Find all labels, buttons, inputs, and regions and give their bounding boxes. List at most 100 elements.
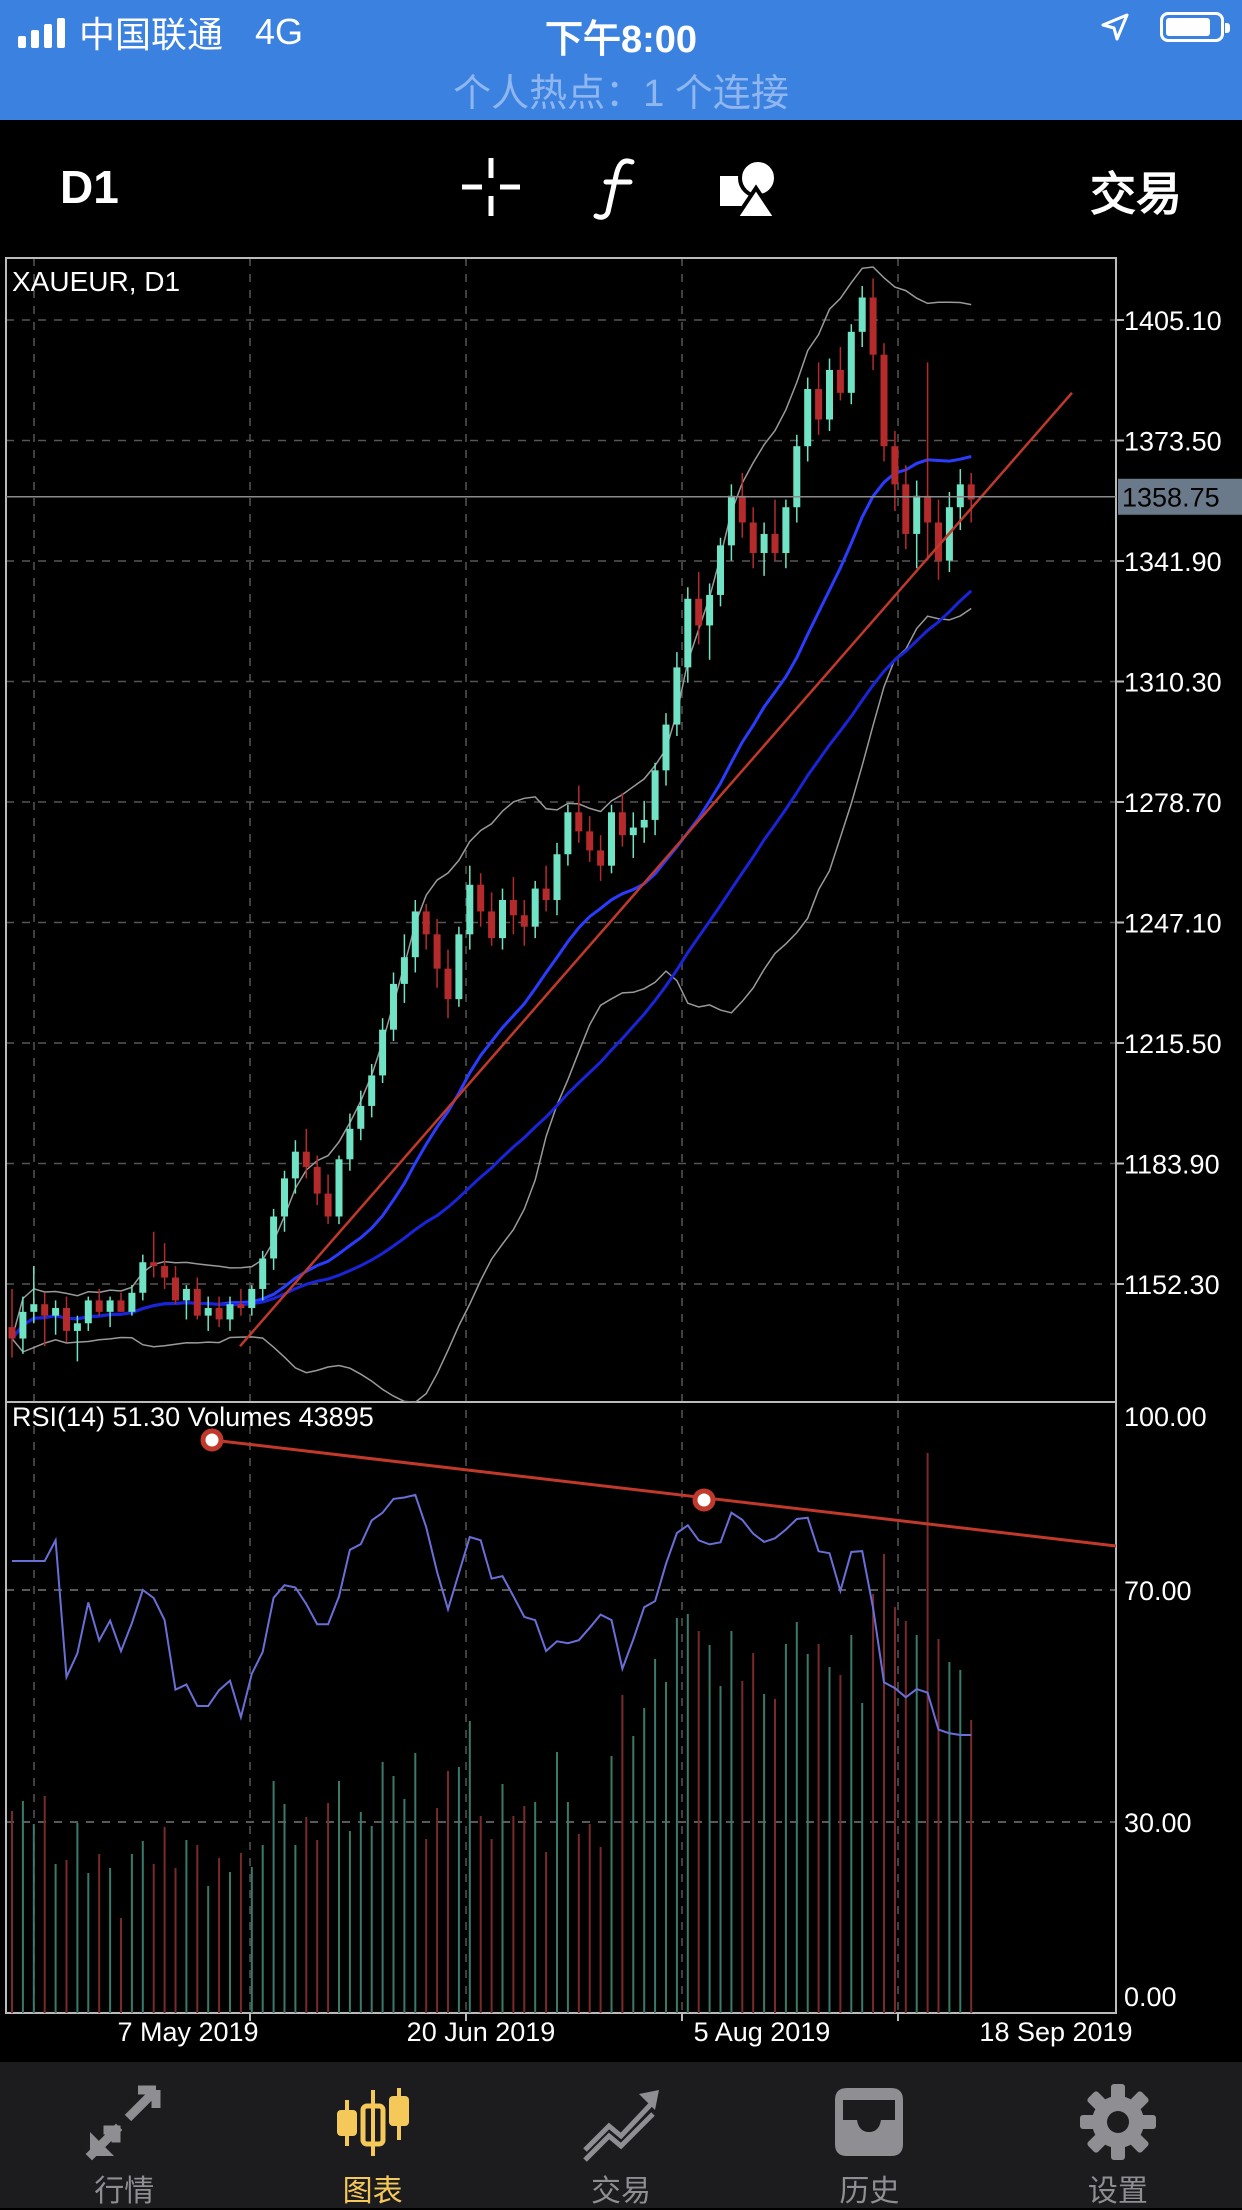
crosshair-icon[interactable] <box>456 152 526 222</box>
candle-body <box>749 522 757 553</box>
candle-body <box>608 812 615 866</box>
candle-body <box>542 888 550 901</box>
candle-body <box>618 812 626 836</box>
candle-body <box>172 1277 179 1301</box>
candle-body <box>368 1075 376 1106</box>
candle-body <box>248 1288 256 1309</box>
time-tick-label: 18 Sep 2019 <box>979 2017 1132 2047</box>
status-time: 下午8:00 <box>544 19 698 61</box>
price-chart[interactable]: XAUEUR, D1 RSI(14) 51.30 Volumes 43895 1… <box>0 252 1242 2060</box>
candle-body <box>826 369 833 420</box>
candle-body <box>346 1128 354 1160</box>
candle-body <box>553 854 561 901</box>
trade-button[interactable]: 交易 <box>1090 168 1182 220</box>
timeframe-button[interactable]: D1 <box>60 161 119 213</box>
time-axis: 7 May 2019 20 Jun 2019 5 Aug 2019 18 Sep 20… <box>117 2013 1133 2047</box>
candle-body <box>193 1288 201 1316</box>
candle-body <box>956 484 964 508</box>
candle-body <box>150 1262 158 1267</box>
candle-body <box>815 389 823 420</box>
rsi-tick-label: 100.00 <box>1124 1402 1207 1432</box>
candle-body <box>73 1323 81 1331</box>
tab-chart[interactable]: 图表 <box>248 2062 496 2208</box>
current-price-marker: 1358.75 <box>6 478 1242 515</box>
rsi-tick-label: 0.00 <box>1124 1982 1177 2012</box>
tab-history[interactable]: 历史 <box>745 2062 993 2208</box>
candle-body <box>182 1288 190 1301</box>
candle-body <box>400 957 408 984</box>
candle-body <box>597 850 605 866</box>
candle-body <box>215 1308 223 1320</box>
volume-bars <box>11 1453 973 2013</box>
candle-body <box>291 1151 299 1179</box>
candles <box>8 278 975 1362</box>
status-bar: 中国联通 4G 下午8:00 个人热点：1 个连接 <box>0 0 1242 120</box>
candle-body <box>63 1308 70 1331</box>
rsi-series-line <box>12 1493 972 1736</box>
candle-body <box>575 812 583 832</box>
candle-body <box>499 900 506 939</box>
candle-body <box>531 888 539 927</box>
candle-body <box>226 1304 234 1320</box>
tab-bar: 行情 图表 交易 历史 <box>0 2062 1242 2208</box>
price-trendline <box>239 392 1073 1347</box>
trendline-handle <box>200 1428 224 1452</box>
function-icon[interactable] <box>586 152 656 222</box>
candle-body <box>717 545 724 595</box>
tab-settings[interactable]: 设置 <box>994 2062 1242 2208</box>
price-tick-label: 1152.30 <box>1124 1270 1220 1300</box>
time-tick-label: 20 Jun 2019 <box>407 2017 556 2047</box>
trendline-handle <box>692 1488 716 1512</box>
battery-icon <box>1160 12 1230 42</box>
tab-label: 交易 <box>591 2175 652 2208</box>
trade-trend-icon <box>583 2090 660 2162</box>
candle-body <box>880 354 888 447</box>
indicator-lines <box>10 266 973 1404</box>
status-left: 中国联通 4G <box>18 10 303 55</box>
tab-quotes[interactable]: 行情 <box>0 2062 248 2208</box>
quotes-arrows-icon <box>85 2085 161 2161</box>
price-tick-label: 1373.50 <box>1124 427 1222 457</box>
tab-label: 图表 <box>342 2175 403 2208</box>
time-tick-label: 7 May 2019 <box>117 2017 258 2047</box>
candle-body <box>673 667 681 725</box>
candle-body <box>586 831 594 851</box>
candle-body <box>891 446 899 485</box>
candle-body <box>477 884 485 912</box>
candle-body <box>390 983 397 1030</box>
candle-body <box>771 533 779 553</box>
location-arrow-icon <box>1101 13 1129 41</box>
candle-body <box>509 900 517 916</box>
price-tick-label: 1215.50 <box>1124 1029 1222 1059</box>
rsi-axis: 100.00 70.00 30.00 0.00 <box>1124 1402 1207 2012</box>
time-tick-label: 5 Aug 2019 <box>694 2017 831 2047</box>
candle-body <box>106 1300 114 1312</box>
candle-body <box>924 495 932 523</box>
candle-body <box>564 812 572 855</box>
candle-body <box>935 522 942 561</box>
price-tick-label: 1183.90 <box>1124 1150 1220 1180</box>
candle-body <box>793 446 801 508</box>
tab-label: 行情 <box>94 2175 155 2208</box>
candle-body <box>8 1327 16 1339</box>
candle-body <box>117 1300 125 1312</box>
candle-body <box>281 1178 288 1217</box>
candle-body <box>237 1304 245 1309</box>
price-axis: 1405.10 1373.50 1341.90 1310.30 1278.70 1247.… <box>1116 306 1222 1300</box>
candle-body <box>651 770 659 820</box>
candle-body <box>259 1258 267 1289</box>
price-tick-label: 1405.10 <box>1124 306 1222 336</box>
price-tick-label: 1278.70 <box>1124 788 1222 818</box>
candle-body <box>324 1193 332 1217</box>
trendlines[interactable] <box>200 392 1117 1548</box>
settings-gear-icon <box>1079 2084 1156 2160</box>
carrier-name: 中国联通 <box>79 14 224 55</box>
candle-body <box>738 495 746 523</box>
hotspot-banner[interactable]: 个人热点：1 个连接 <box>453 73 789 115</box>
candle-body <box>662 724 670 771</box>
rsi-trendline <box>211 1438 1117 1548</box>
tab-trade[interactable]: 交易 <box>497 2062 745 2208</box>
objects-icon[interactable] <box>716 152 786 222</box>
chart-toolbar: D1 交易 <box>0 120 1242 250</box>
price-tick-label: 1341.90 <box>1124 547 1222 577</box>
